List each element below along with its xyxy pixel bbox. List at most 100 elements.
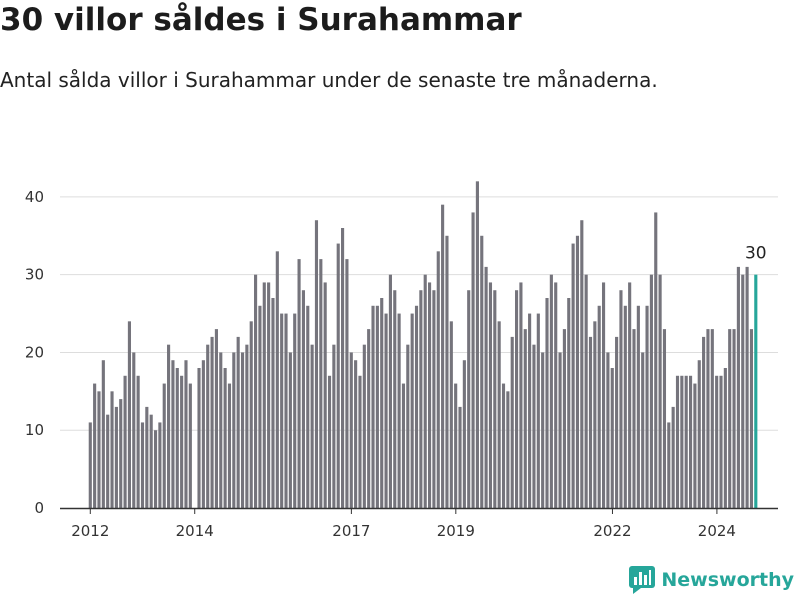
bar <box>367 329 371 508</box>
bar-latest <box>754 274 758 508</box>
bar <box>693 383 697 508</box>
bar <box>88 422 92 508</box>
bar <box>140 422 145 508</box>
bar <box>114 406 118 508</box>
bar <box>475 181 479 508</box>
bar <box>354 360 358 508</box>
bar <box>741 274 745 508</box>
bar <box>510 336 514 508</box>
bar <box>445 235 449 508</box>
bar <box>580 220 584 508</box>
bar <box>454 383 458 508</box>
y-axis: 0 10 20 30 40 <box>25 188 44 517</box>
bar <box>645 305 649 508</box>
bar <box>106 414 110 508</box>
bar <box>554 282 558 508</box>
bar <box>506 391 510 508</box>
bar <box>123 375 127 508</box>
bar <box>306 305 310 508</box>
bar <box>636 305 640 508</box>
bar <box>436 251 440 508</box>
bar <box>323 282 327 508</box>
bar <box>710 329 714 508</box>
bar <box>258 305 262 508</box>
bar <box>571 243 575 508</box>
bar <box>262 282 266 508</box>
bar <box>127 321 131 508</box>
bar <box>414 305 419 508</box>
bar <box>601 282 606 508</box>
bar <box>697 360 701 508</box>
bar <box>497 321 501 508</box>
bar <box>615 336 619 508</box>
bar <box>158 422 162 508</box>
bar <box>293 313 297 508</box>
bar <box>210 336 214 508</box>
bar <box>384 313 388 508</box>
data-label-latest: 30 <box>745 244 767 264</box>
bar <box>223 368 227 508</box>
bar <box>288 352 292 508</box>
bar <box>267 282 271 508</box>
bar <box>219 352 223 508</box>
bar <box>171 360 175 508</box>
bar <box>501 383 506 508</box>
x-tick-label: 2012 <box>71 522 109 540</box>
bar <box>167 344 171 508</box>
bar <box>610 368 614 508</box>
bar <box>341 228 345 508</box>
bar <box>401 383 406 508</box>
y-tick-label: 20 <box>25 343 44 361</box>
bar <box>214 329 218 508</box>
bar <box>532 344 536 508</box>
newsworthy-logo-text: Newsworthy <box>661 569 794 591</box>
bar <box>101 360 105 508</box>
bar <box>584 274 588 508</box>
bar <box>715 375 719 508</box>
bar <box>480 235 484 508</box>
bar <box>254 274 258 508</box>
chart-title: 30 villor såldes i Surahammar <box>0 2 522 38</box>
bar <box>327 375 332 508</box>
bar <box>623 305 627 508</box>
newsworthy-logo[interactable]: Newsworthy <box>629 566 794 594</box>
bar <box>271 298 275 508</box>
bar <box>240 352 245 508</box>
bar <box>249 321 253 508</box>
bar <box>432 290 436 508</box>
data-labels: 30 <box>745 244 767 264</box>
bar <box>406 344 410 508</box>
bar <box>545 298 549 508</box>
bar <box>332 344 336 508</box>
bar <box>314 220 319 508</box>
bars <box>88 181 758 509</box>
bar <box>132 352 136 508</box>
bar <box>301 290 305 508</box>
bar <box>153 430 158 508</box>
bar <box>136 375 140 508</box>
bar <box>149 414 153 508</box>
bar <box>632 329 636 508</box>
x-tick-label: 2022 <box>593 522 631 540</box>
bar <box>675 375 680 508</box>
bar <box>449 321 453 508</box>
bar <box>336 243 340 508</box>
bar <box>519 282 523 508</box>
bar <box>206 344 210 508</box>
bar <box>280 313 284 508</box>
y-tick-label: 10 <box>25 421 44 439</box>
bar <box>310 344 314 508</box>
bar <box>658 274 662 508</box>
bar <box>441 204 445 509</box>
bar <box>575 235 580 508</box>
bar <box>654 212 658 508</box>
bar <box>184 360 188 508</box>
bar <box>93 383 97 508</box>
bar <box>175 368 179 508</box>
bar <box>419 290 423 508</box>
bar <box>375 305 379 508</box>
bar <box>345 259 349 508</box>
bar <box>732 329 736 508</box>
bar <box>662 329 667 508</box>
bar <box>145 406 149 508</box>
